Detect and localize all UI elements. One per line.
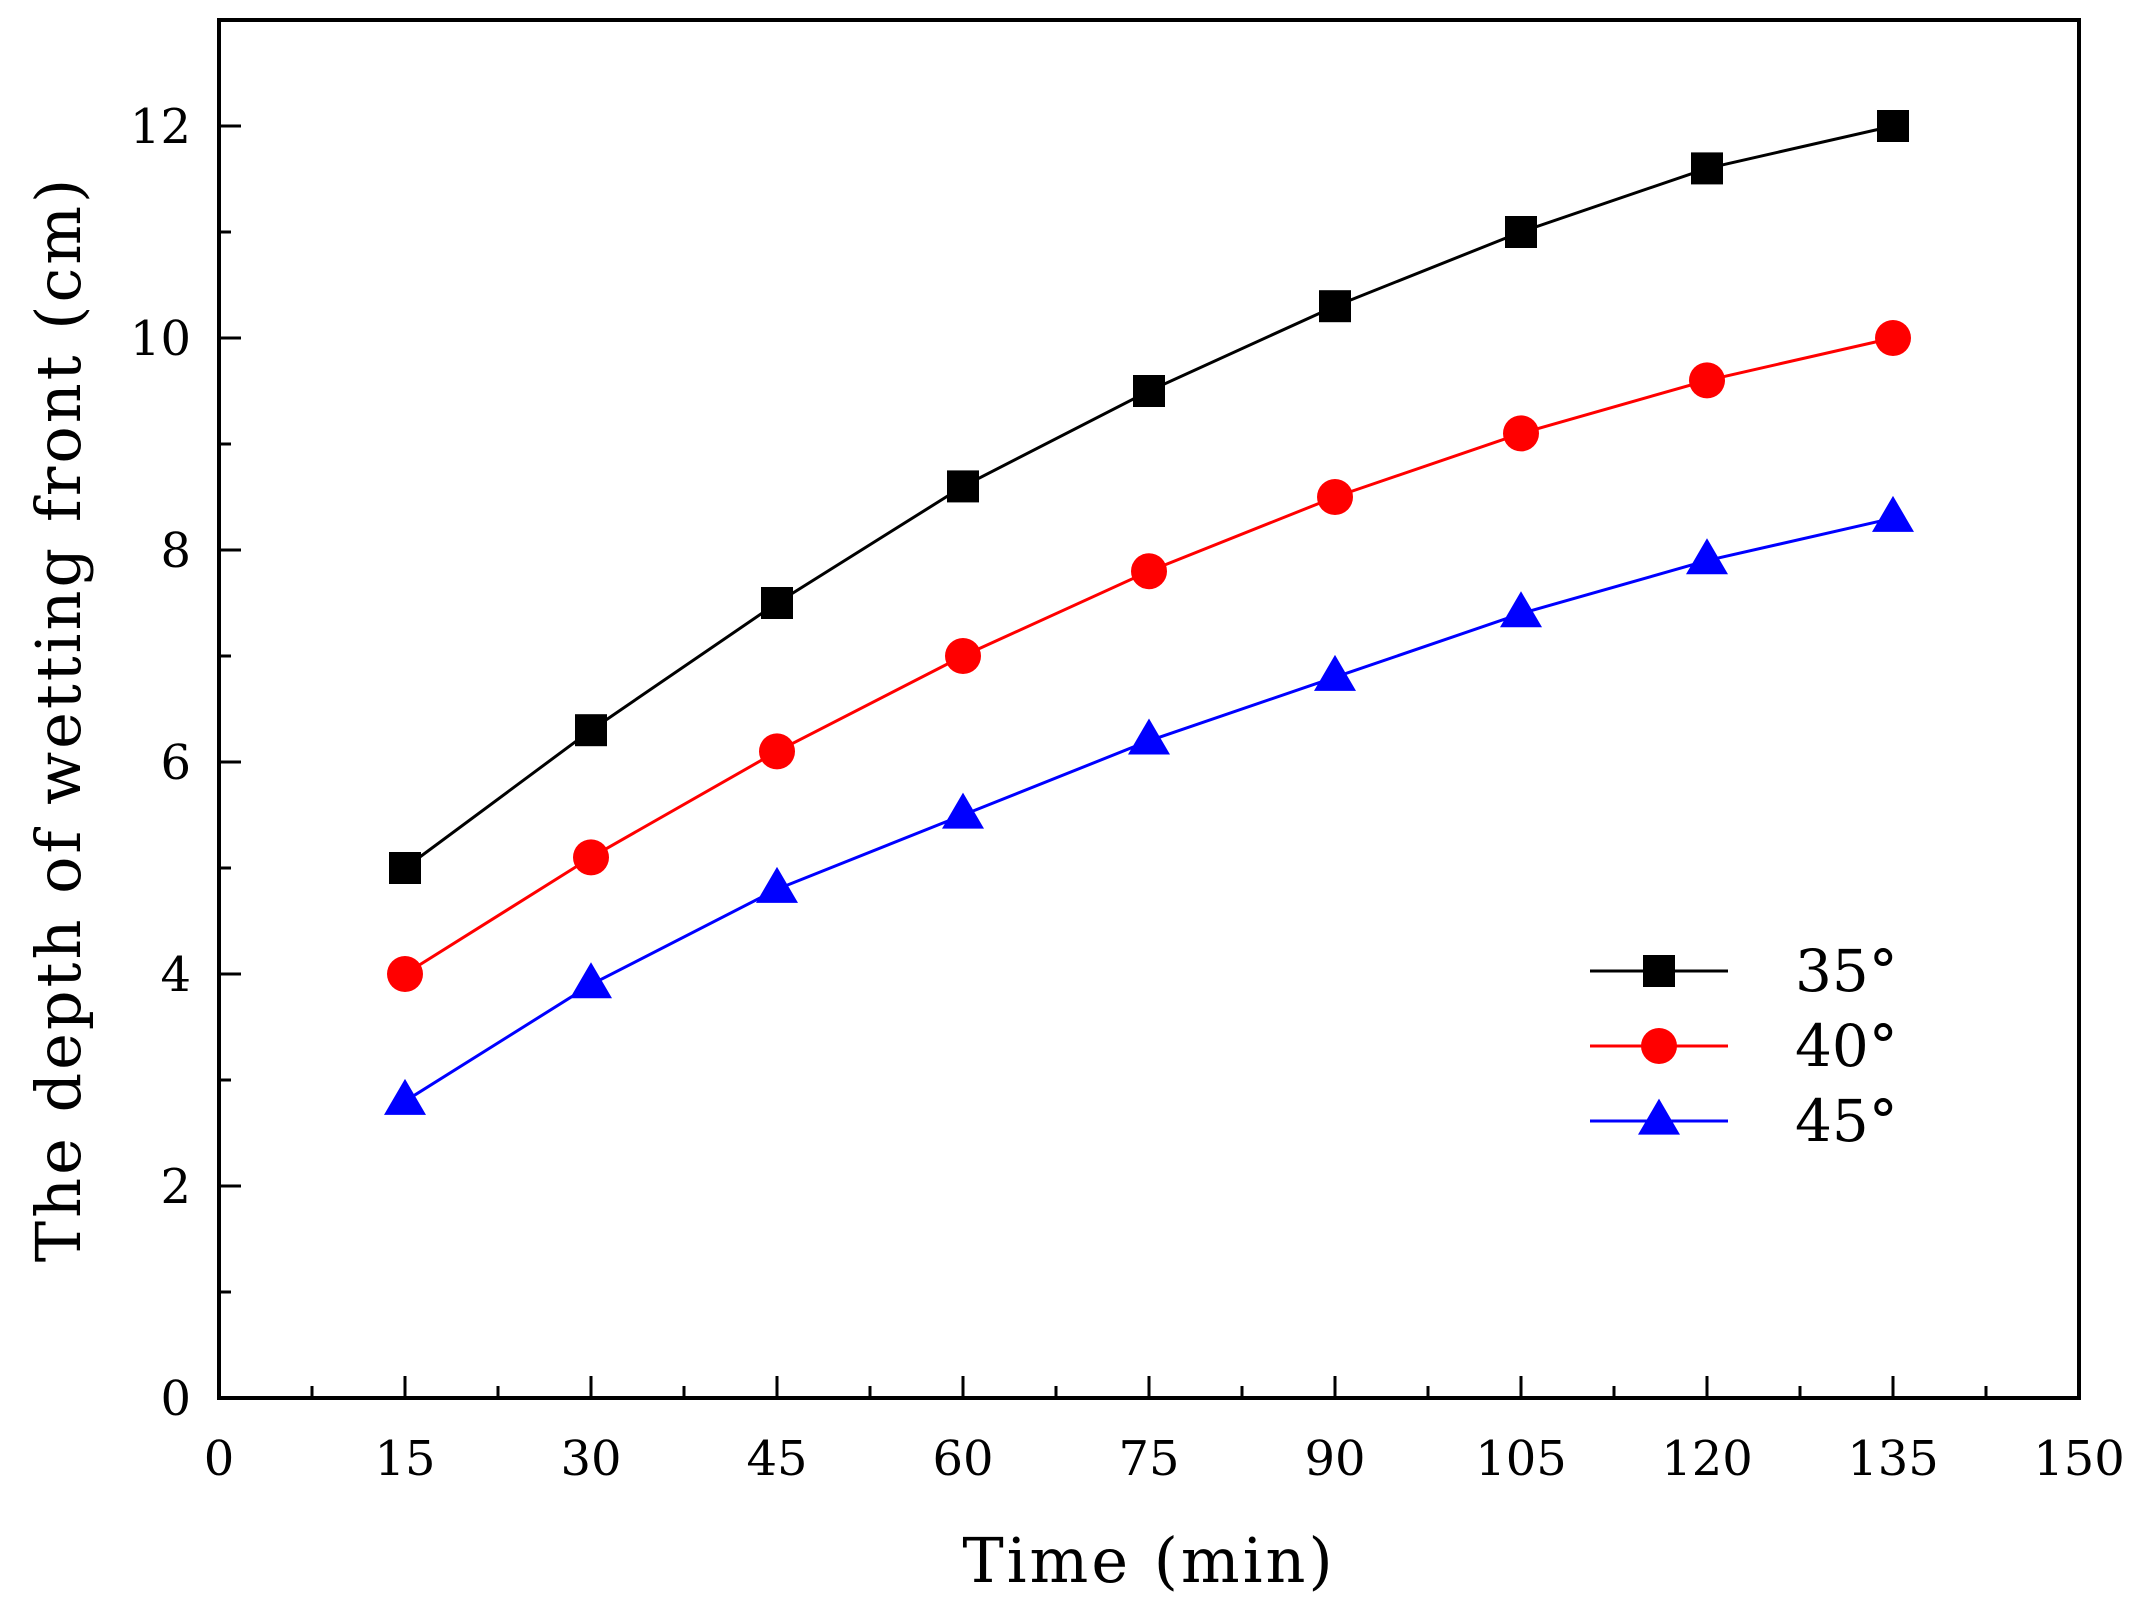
data-point: [942, 792, 984, 829]
x-tick-label: 105: [1475, 1431, 1567, 1487]
data-point: [387, 956, 423, 992]
legend-label: 35°: [1795, 937, 1898, 1005]
x-axis-title: Time (min): [962, 1524, 1335, 1597]
data-point: [1500, 591, 1542, 628]
y-tick-label: 10: [130, 311, 191, 367]
data-point: [1131, 553, 1167, 590]
data-point: [1691, 152, 1723, 185]
x-tick-label: 150: [2033, 1431, 2125, 1487]
data-point: [947, 470, 979, 503]
data-point: [1503, 415, 1539, 452]
legend-label: 40°: [1795, 1012, 1898, 1080]
plot-frame: [217, 18, 2081, 1400]
series-line: [404, 124, 1894, 870]
legend-label: 45°: [1795, 1087, 1898, 1155]
data-point: [1686, 538, 1728, 575]
y-tick-label: 0: [160, 1371, 191, 1427]
data-point: [1875, 320, 1911, 356]
x-tick-label: 60: [932, 1431, 993, 1487]
x-tick-label: 75: [1118, 1431, 1179, 1487]
x-tick-label: 135: [1847, 1431, 1939, 1487]
legend-marker: [1643, 955, 1675, 987]
data-point: [1877, 110, 1909, 142]
y-tick-label: 6: [160, 735, 191, 791]
data-point: [759, 733, 795, 770]
data-point: [1133, 375, 1165, 407]
x-tick-label: 120: [1661, 1431, 1753, 1487]
data-point: [761, 587, 793, 619]
y-tick-label: 2: [160, 1159, 191, 1215]
data-point: [756, 866, 798, 903]
data-point: [389, 852, 421, 884]
data-point: [1872, 495, 1914, 532]
data-point: [1314, 654, 1356, 691]
data-point: [1319, 290, 1351, 323]
legend-item: 40°: [1590, 1012, 1898, 1080]
x-tick-label: 45: [746, 1431, 807, 1487]
data-point: [573, 839, 609, 876]
y-tick-label: 8: [160, 523, 191, 579]
legend-item: 35°: [1590, 937, 1898, 1005]
y-tick-label: 12: [130, 99, 191, 155]
y-axis-title: The depth of wetting front (cm): [22, 176, 95, 1262]
axis-ticks: [217, 18, 2081, 1400]
x-tick-label: 90: [1304, 1431, 1365, 1487]
series-layer: [384, 110, 1914, 1115]
data-point: [570, 962, 612, 999]
y-tick-label: 4: [160, 947, 191, 1003]
series-line: [404, 516, 1894, 1103]
data-point: [1317, 479, 1353, 515]
data-point: [1128, 718, 1170, 755]
legend: 35° 40° 45°: [1590, 937, 1898, 1155]
x-tick-label: 15: [374, 1431, 435, 1487]
tick-labels: 0 15 30 45 60 75 90 105 120 135 150 0 2 4 6 8 10 12: [130, 99, 2125, 1487]
data-point: [1689, 362, 1725, 399]
legend-marker: [1641, 1028, 1677, 1064]
series-line: [404, 336, 1894, 976]
data-point: [945, 638, 981, 674]
x-tick-label: 30: [560, 1431, 621, 1487]
series-3: [384, 495, 1914, 1115]
legend-marker: [1638, 1098, 1680, 1135]
x-tick-label: 0: [204, 1431, 235, 1487]
series-1: [389, 110, 1909, 884]
data-point: [575, 714, 607, 747]
series-2: [387, 320, 1911, 992]
legend-item: 45°: [1590, 1087, 1898, 1155]
data-point: [1505, 216, 1537, 248]
data-point: [384, 1078, 426, 1115]
